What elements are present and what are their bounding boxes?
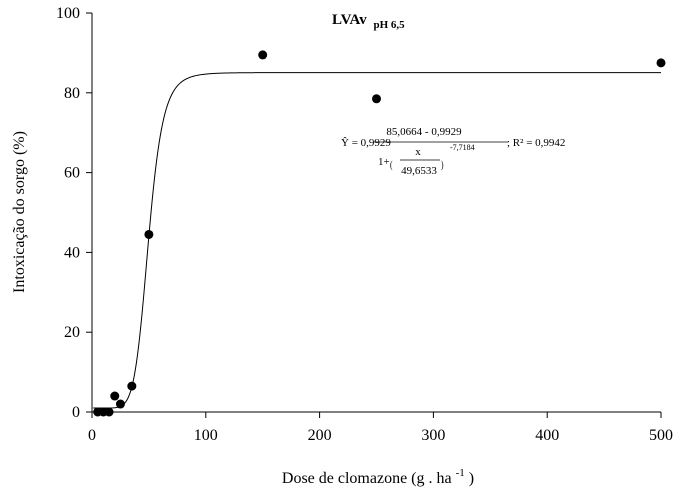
- data-point: [656, 58, 666, 68]
- x-tick-label: 400: [535, 427, 559, 444]
- equation-inner-numerator: x: [415, 146, 421, 158]
- data-point: [372, 94, 381, 104]
- fit-curve: [93, 72, 661, 409]
- regression-equation: Ŷ = 0,9929 85,0664 - 0,9929 1+ ( x 49,65…: [341, 126, 565, 177]
- data-point: [110, 391, 120, 401]
- data-point: [104, 407, 114, 417]
- data-point: [127, 381, 137, 391]
- equation-left-paren: (: [390, 159, 393, 172]
- y-tick-label: 60: [64, 165, 80, 182]
- x-tick-label: 300: [421, 427, 445, 444]
- x-axis-label-superscript: -1: [456, 467, 465, 479]
- data-point: [115, 399, 125, 409]
- y-axis-label: Intoxicação do sorgo (%): [11, 131, 28, 293]
- equation-lhs: Ŷ = 0,9929: [341, 137, 391, 149]
- equation-r2: ; R² = 0,9942: [507, 137, 565, 149]
- y-tick-label: 100: [56, 5, 80, 22]
- data-point: [258, 50, 268, 60]
- equation-right-paren: ): [441, 159, 444, 172]
- y-tick-label: 80: [64, 85, 80, 102]
- equation-exponent: -7,7184: [450, 143, 475, 152]
- equation-numerator: 85,0664 - 0,9929: [386, 126, 462, 138]
- data-point: [144, 229, 154, 239]
- equation-denominator-prefix: 1+: [378, 156, 390, 168]
- x-axis-label-suffix: ): [469, 470, 474, 487]
- x-tick-label: 200: [308, 427, 332, 444]
- data-points: [93, 50, 666, 417]
- x-axis-label-main: Dose de clomazone (g . ha: [282, 470, 452, 487]
- x-axis-label: Dose de clomazone (g . ha -1 ): [282, 463, 474, 487]
- x-tick-label: 100: [194, 427, 218, 444]
- chart-title: LVAv pH 6,5: [332, 12, 405, 31]
- x-ticks: 0 100 200 300 400 500: [88, 412, 673, 444]
- y-tick-label: 40: [64, 244, 80, 261]
- y-tick-label: 20: [64, 324, 80, 341]
- chart-title-main: LVAv: [332, 12, 367, 28]
- equation-inner-denominator: 49,6533: [401, 165, 437, 177]
- x-tick-label: 500: [649, 427, 673, 444]
- y-tick-label: 0: [72, 404, 80, 421]
- y-ticks: 0 20 40 60 80 100: [56, 5, 92, 421]
- x-tick-label: 0: [88, 427, 96, 444]
- chart-title-subscript: pH 6,5: [374, 19, 406, 31]
